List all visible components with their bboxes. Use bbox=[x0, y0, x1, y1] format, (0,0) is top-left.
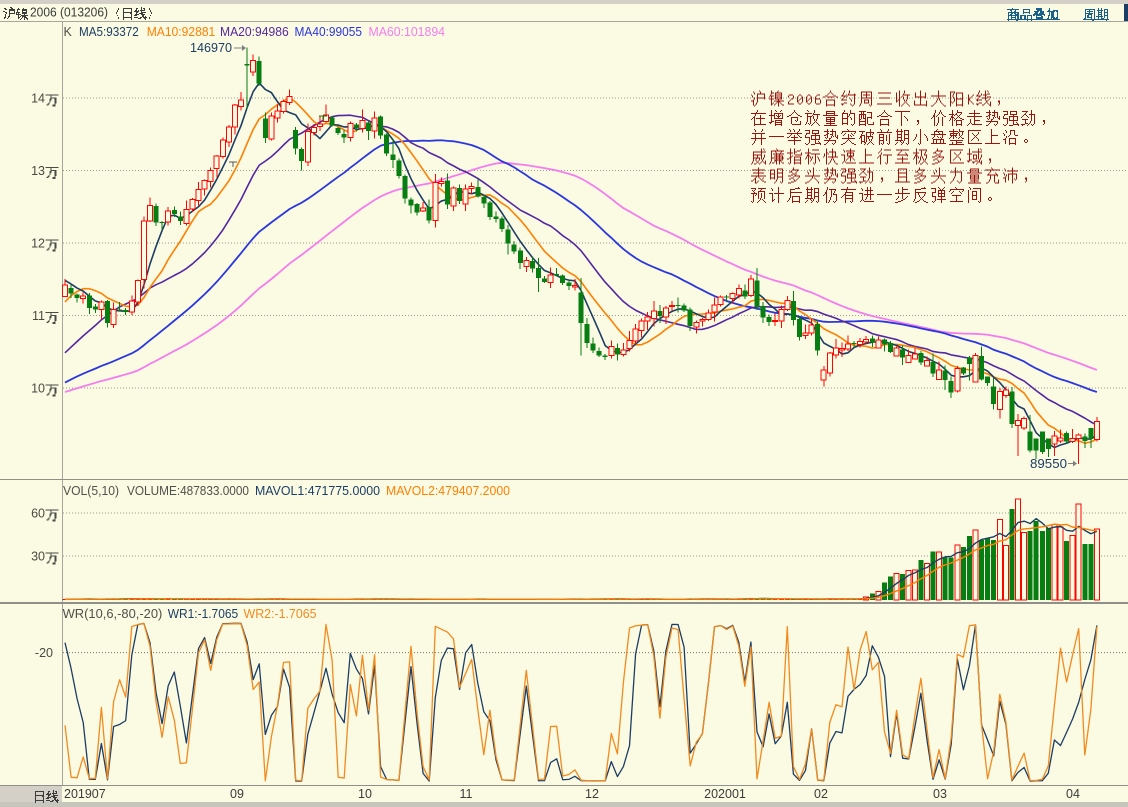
svg-text:60: 60 bbox=[31, 507, 45, 521]
svg-text:04: 04 bbox=[1066, 787, 1080, 801]
svg-text:10: 10 bbox=[31, 382, 45, 396]
svg-text:MAVOL1:471775.0000: MAVOL1:471775.0000 bbox=[255, 484, 380, 498]
svg-text:14: 14 bbox=[31, 92, 45, 106]
svg-text:12: 12 bbox=[31, 237, 45, 251]
svg-text:MAVOL2:479407.2000: MAVOL2:479407.2000 bbox=[386, 484, 510, 498]
svg-text:VOL(5,10): VOL(5,10) bbox=[63, 484, 119, 498]
svg-text:11: 11 bbox=[460, 787, 473, 801]
svg-text:MA60:101894: MA60:101894 bbox=[369, 25, 446, 39]
svg-text:03: 03 bbox=[933, 787, 947, 801]
svg-text:202001: 202001 bbox=[704, 787, 746, 801]
svg-text:MA40:99055: MA40:99055 bbox=[295, 25, 363, 39]
svg-text:09: 09 bbox=[230, 787, 244, 801]
svg-text:VOLUME:487833.0000: VOLUME:487833.0000 bbox=[127, 484, 249, 498]
svg-text:89550: 89550 bbox=[1030, 457, 1067, 471]
svg-text:02: 02 bbox=[814, 787, 828, 801]
svg-text:MA10:92881: MA10:92881 bbox=[147, 25, 216, 39]
svg-text:2006 (013206): 2006 (013206) bbox=[30, 6, 108, 20]
svg-text:MA20:94986: MA20:94986 bbox=[220, 25, 289, 39]
svg-text:146970: 146970 bbox=[190, 41, 232, 55]
svg-text:WR(10,6,-80,-20): WR(10,6,-80,-20) bbox=[63, 607, 163, 621]
svg-text:MA5:93372: MA5:93372 bbox=[79, 25, 139, 39]
svg-text:11: 11 bbox=[32, 309, 45, 323]
svg-text:-20: -20 bbox=[35, 646, 53, 660]
svg-text:201907: 201907 bbox=[64, 787, 106, 801]
svg-text:WR2:-1.7065: WR2:-1.7065 bbox=[244, 607, 317, 621]
svg-text:12: 12 bbox=[585, 787, 599, 801]
svg-text:WR1:-1.7065: WR1:-1.7065 bbox=[168, 607, 239, 621]
svg-text:30: 30 bbox=[31, 550, 45, 564]
svg-text:13: 13 bbox=[31, 164, 45, 178]
svg-text:10: 10 bbox=[358, 787, 372, 801]
svg-text:K: K bbox=[64, 25, 73, 39]
